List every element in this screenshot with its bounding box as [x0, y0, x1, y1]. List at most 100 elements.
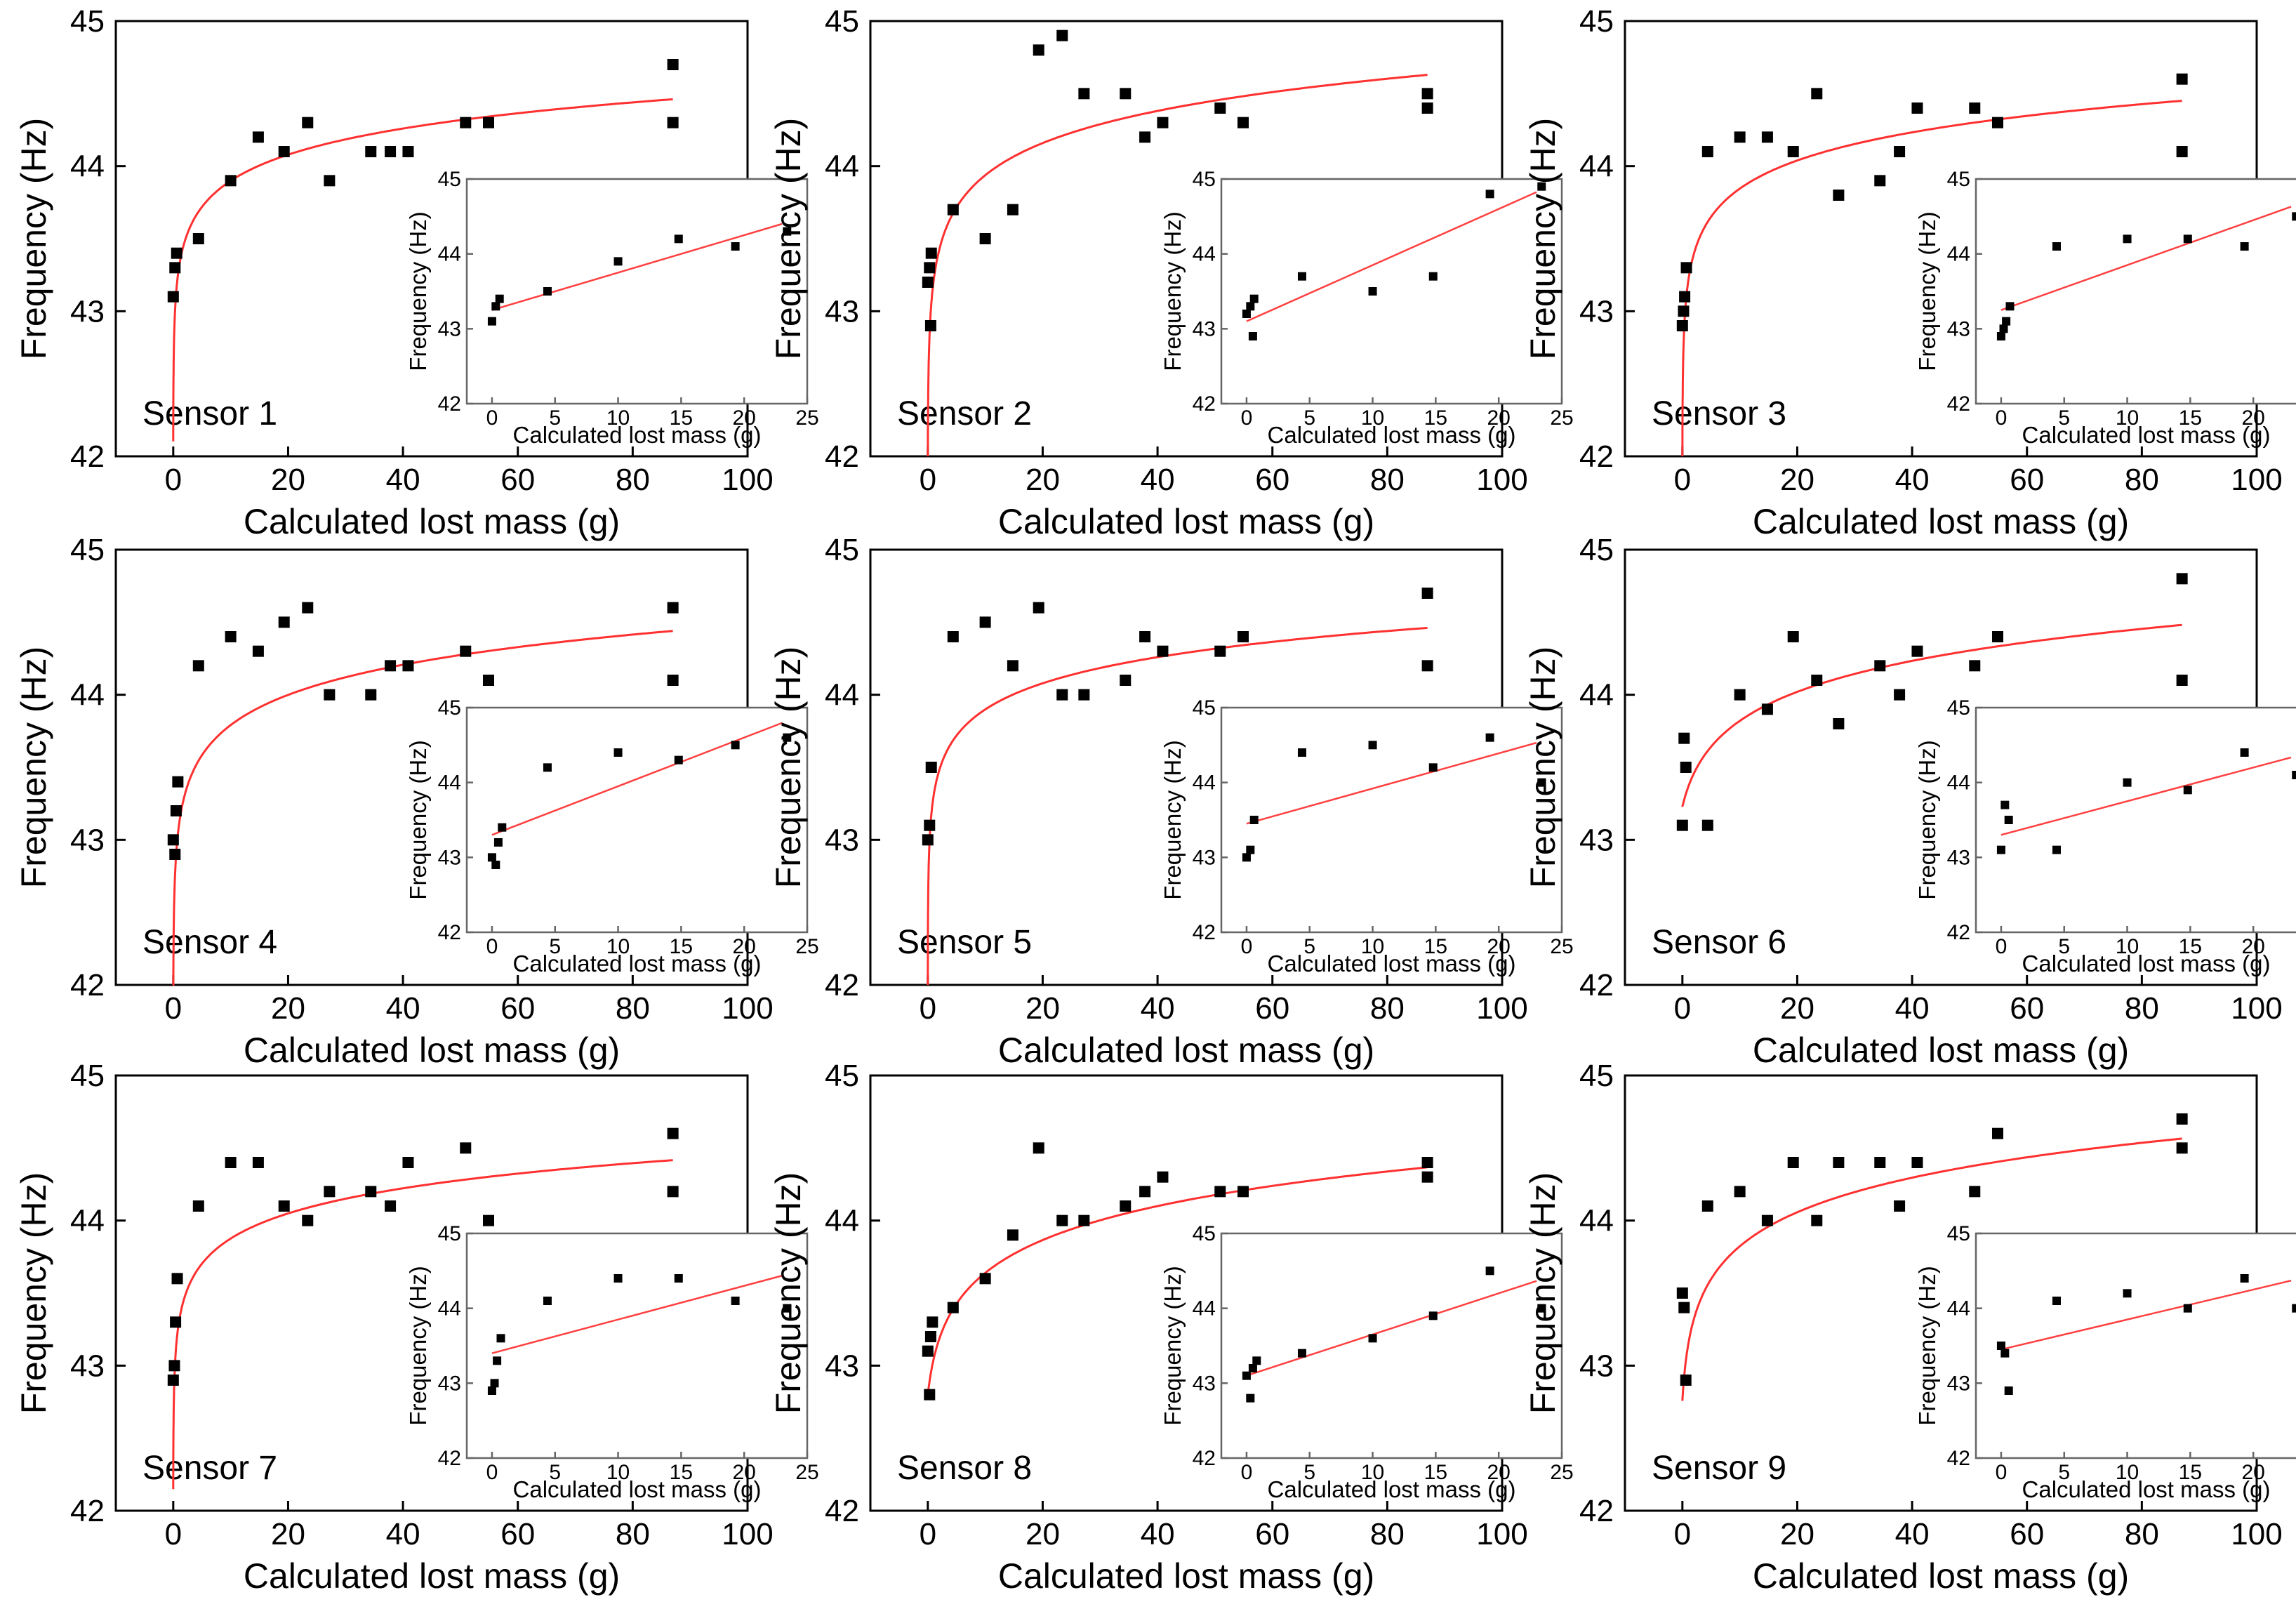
inset-fit-line: [2000, 1279, 2292, 1351]
sensor-label: Sensor 4: [142, 924, 277, 961]
inset-y-tick-label: 42: [438, 392, 461, 416]
data-point: [979, 233, 991, 244]
inset-x-tick-label: 15: [670, 935, 693, 958]
inset-frame: [465, 178, 809, 405]
inset-data-point: [783, 227, 792, 236]
inset-x-tick-label: 10: [2116, 1461, 2139, 1484]
inset-data-point: [1246, 845, 1255, 854]
data-point: [324, 689, 336, 701]
inset-frame: [465, 1232, 809, 1459]
inset-data-point: [1996, 1342, 2005, 1350]
data-point: [1676, 1287, 1688, 1299]
inset-data-point: [731, 242, 740, 251]
x-tick-label: 40: [386, 991, 420, 1026]
data-point: [1969, 102, 1981, 114]
inset-data-point: [1996, 332, 2005, 340]
inset-data-point: [2240, 748, 2249, 757]
data-point: [1911, 102, 1923, 114]
data-point: [167, 834, 179, 846]
inset-background: [1976, 708, 2296, 932]
inset-data-point: [1537, 182, 1546, 191]
data-point: [1007, 660, 1018, 672]
inset-data-point: [613, 1274, 623, 1283]
inset-background: [467, 179, 807, 404]
data-point: [924, 320, 936, 331]
y-tick-label: 44: [1579, 150, 1614, 184]
inset-x-axis-label: Calculated lost mass (g): [2022, 1476, 2271, 1502]
x-tick-label: 40: [1895, 463, 1930, 497]
inset-x-tick-label: 0: [486, 935, 498, 958]
inset-data-point: [1297, 748, 1306, 757]
inset-data-point: [1297, 272, 1306, 281]
data-point: [667, 675, 679, 686]
inset-x-tick-label: 15: [2179, 935, 2202, 958]
inset-fit-line: [491, 1275, 783, 1354]
data-point: [947, 1302, 959, 1313]
y-tick-label: 44: [1579, 678, 1614, 713]
inset-data-point: [543, 287, 552, 296]
y-tick-label: 44: [825, 1204, 859, 1238]
fit-curve: [1681, 100, 2182, 457]
data-point: [324, 1186, 336, 1198]
inset-data-point: [1246, 1393, 1255, 1403]
x-tick-label: 20: [1026, 463, 1060, 497]
data-point: [1237, 117, 1249, 128]
x-tick-label: 0: [165, 463, 182, 497]
inset-y-tick-label: 43: [438, 317, 461, 340]
inset-x-tick-label: 15: [670, 1461, 693, 1484]
inset-data-point: [2123, 1289, 2132, 1298]
inset-y-tick-label: 43: [1193, 317, 1216, 340]
inset-data-point: [2052, 845, 2061, 854]
inset-data-point: [2004, 816, 2013, 824]
sensor-label: Sensor 9: [1652, 1450, 1786, 1487]
data-point: [1811, 88, 1823, 100]
inset-x-tick-label: 10: [1361, 406, 1384, 430]
inset-x-tick-label: 0: [1241, 1461, 1253, 1484]
x-tick-label: 60: [500, 463, 535, 497]
inset-x-tick-label: 5: [549, 406, 561, 430]
data-point: [924, 262, 936, 274]
inset-x-tick-label: 15: [1424, 935, 1447, 958]
data-point: [1237, 631, 1249, 642]
data-point: [169, 849, 181, 860]
inset-frame: [465, 706, 809, 934]
inset-data-point: [2000, 1349, 2010, 1358]
data-point: [1787, 146, 1799, 157]
sensor-label: Sensor 8: [897, 1450, 1032, 1487]
inset-x-tick-label: 15: [2179, 1461, 2202, 1484]
data-point: [1421, 88, 1433, 100]
data-point: [278, 146, 290, 157]
data-point: [1078, 88, 1090, 100]
inset-data-point: [2004, 1386, 2013, 1395]
data-point: [365, 689, 377, 701]
data-point: [1701, 146, 1713, 157]
inset-data-point: [2000, 800, 2010, 809]
x-tick-label: 80: [2125, 463, 2159, 497]
inset-data-point: [1249, 816, 1259, 824]
y-tick-label: 42: [70, 968, 105, 1002]
inset-data-point: [783, 733, 792, 742]
inset-y-tick-label: 43: [1947, 317, 1970, 340]
y-tick-label: 45: [70, 1059, 105, 1093]
y-tick-label: 44: [825, 678, 859, 713]
data-point: [460, 645, 472, 657]
data-point: [365, 1186, 377, 1198]
inset-y-tick-label: 45: [438, 168, 461, 191]
data-point: [2176, 573, 2188, 585]
data-point: [2176, 1142, 2188, 1154]
data-point: [1139, 131, 1151, 143]
sensor-label: Sensor 1: [142, 395, 277, 432]
x-tick-label: 80: [616, 463, 650, 497]
inset-x-tick-label: 20: [2241, 935, 2264, 958]
inset-x-tick-label: 25: [795, 935, 818, 958]
inset-y-tick-label: 42: [1193, 921, 1216, 944]
y-tick-label: 42: [1579, 439, 1614, 474]
x-tick-label: 20: [1780, 991, 1814, 1026]
inset-data-point: [2183, 234, 2192, 244]
data-point: [1969, 1186, 1981, 1198]
inset-y-tick-label: 45: [1193, 168, 1216, 191]
inset-y-tick-label: 45: [1947, 1222, 1970, 1245]
inset-data-point: [1485, 1266, 1494, 1276]
inset-fit-line: [1246, 741, 1537, 825]
